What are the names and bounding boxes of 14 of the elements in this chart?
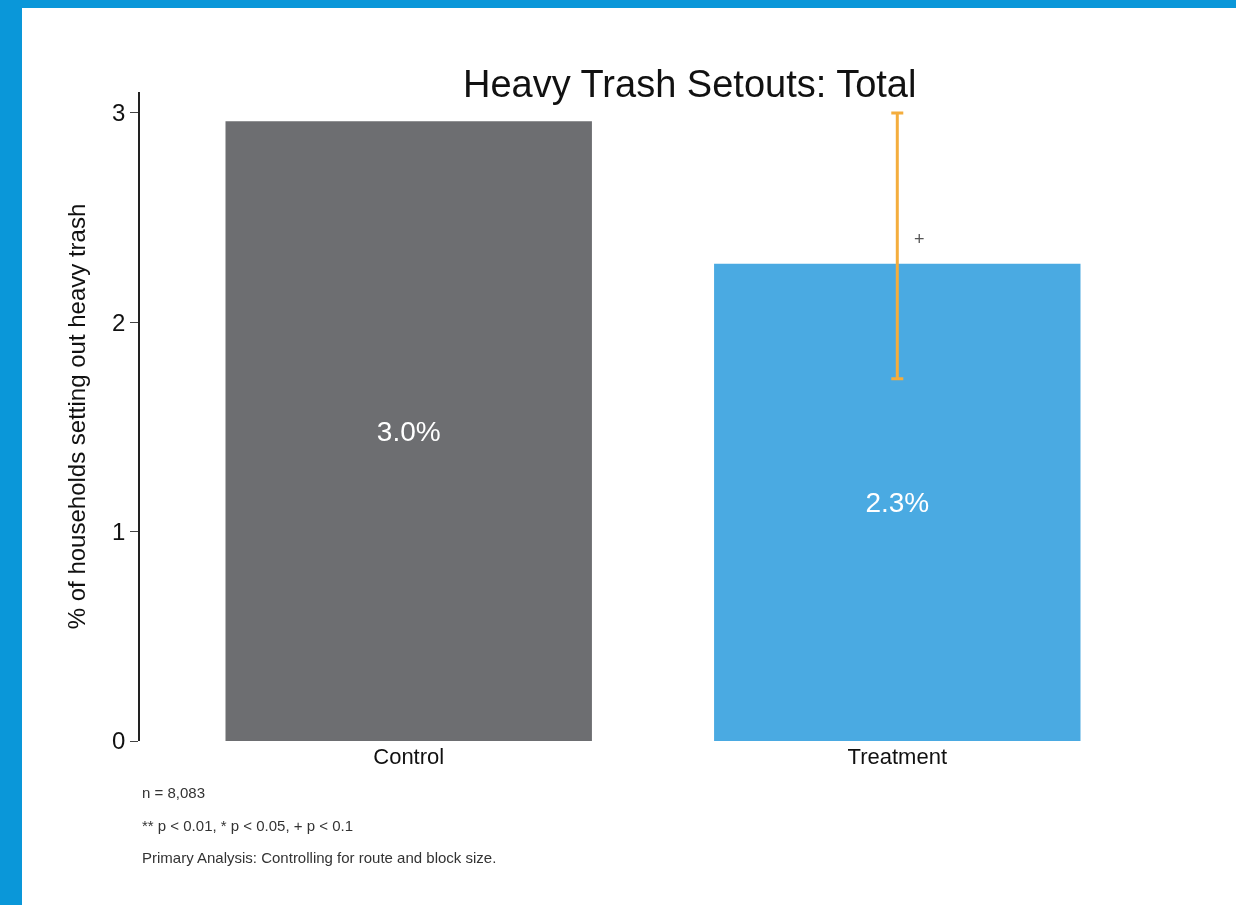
- annotation: +: [914, 229, 925, 249]
- data-label: 2.3%: [865, 486, 930, 518]
- y-tick-label: 2: [112, 308, 126, 336]
- chart-title: Heavy Trash Setouts: Total: [462, 63, 917, 106]
- x-tick-label: Treatment: [847, 744, 948, 769]
- y-tick-label: 0: [112, 727, 126, 755]
- y-tick-label: 3: [112, 99, 126, 127]
- text: n = 8,083: [142, 784, 205, 801]
- x-tick-label: Control: [373, 744, 445, 769]
- text: ** p < 0.01, * p < 0.05, + p < 0.1: [142, 817, 353, 834]
- y-tick-label: 1: [112, 518, 126, 546]
- text: Primary Analysis: Controlling for route and block size.: [142, 849, 497, 866]
- data-label: 3.0%: [376, 415, 441, 447]
- y-axis-title: % of households setting out heavy trash: [62, 203, 90, 630]
